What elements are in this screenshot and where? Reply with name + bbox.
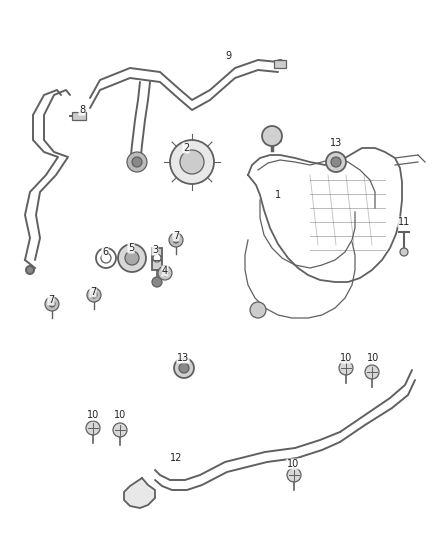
Circle shape xyxy=(174,358,194,378)
Text: 5: 5 xyxy=(128,243,134,253)
Circle shape xyxy=(169,233,183,247)
Text: 12: 12 xyxy=(170,453,182,463)
Circle shape xyxy=(262,126,282,146)
Circle shape xyxy=(162,270,168,276)
Circle shape xyxy=(127,152,147,172)
Circle shape xyxy=(365,365,379,379)
Circle shape xyxy=(400,248,408,256)
Text: 10: 10 xyxy=(114,410,126,420)
Circle shape xyxy=(86,421,100,435)
Circle shape xyxy=(91,292,97,298)
Circle shape xyxy=(26,266,34,274)
Circle shape xyxy=(158,266,172,280)
Circle shape xyxy=(118,244,146,272)
Circle shape xyxy=(339,361,353,375)
Circle shape xyxy=(152,277,162,287)
Text: 10: 10 xyxy=(340,353,352,363)
Circle shape xyxy=(287,468,301,482)
Text: 9: 9 xyxy=(225,51,231,61)
FancyBboxPatch shape xyxy=(274,60,286,68)
Text: 11: 11 xyxy=(398,217,410,227)
Text: 7: 7 xyxy=(90,287,96,297)
FancyBboxPatch shape xyxy=(72,112,86,120)
Circle shape xyxy=(132,157,142,167)
Circle shape xyxy=(326,152,346,172)
Text: 8: 8 xyxy=(79,105,85,115)
Text: 13: 13 xyxy=(177,353,189,363)
Text: 2: 2 xyxy=(183,143,189,153)
Polygon shape xyxy=(124,478,155,508)
Text: 10: 10 xyxy=(367,353,379,363)
Circle shape xyxy=(331,157,341,167)
Circle shape xyxy=(87,288,101,302)
Circle shape xyxy=(179,363,189,373)
Circle shape xyxy=(125,251,139,265)
Circle shape xyxy=(49,301,55,307)
Text: 7: 7 xyxy=(48,295,54,305)
Circle shape xyxy=(45,297,59,311)
Circle shape xyxy=(170,140,214,184)
Text: 13: 13 xyxy=(330,138,342,148)
Text: 7: 7 xyxy=(173,231,179,241)
Text: 3: 3 xyxy=(152,245,158,255)
Circle shape xyxy=(250,302,266,318)
Text: 1: 1 xyxy=(275,190,281,200)
Circle shape xyxy=(173,237,179,243)
Circle shape xyxy=(153,254,161,262)
Text: 6: 6 xyxy=(102,247,108,257)
Text: 4: 4 xyxy=(162,266,168,276)
FancyBboxPatch shape xyxy=(152,248,162,270)
Circle shape xyxy=(180,150,204,174)
Text: 10: 10 xyxy=(287,459,299,469)
Circle shape xyxy=(113,423,127,437)
Text: 10: 10 xyxy=(87,410,99,420)
Circle shape xyxy=(276,60,284,68)
